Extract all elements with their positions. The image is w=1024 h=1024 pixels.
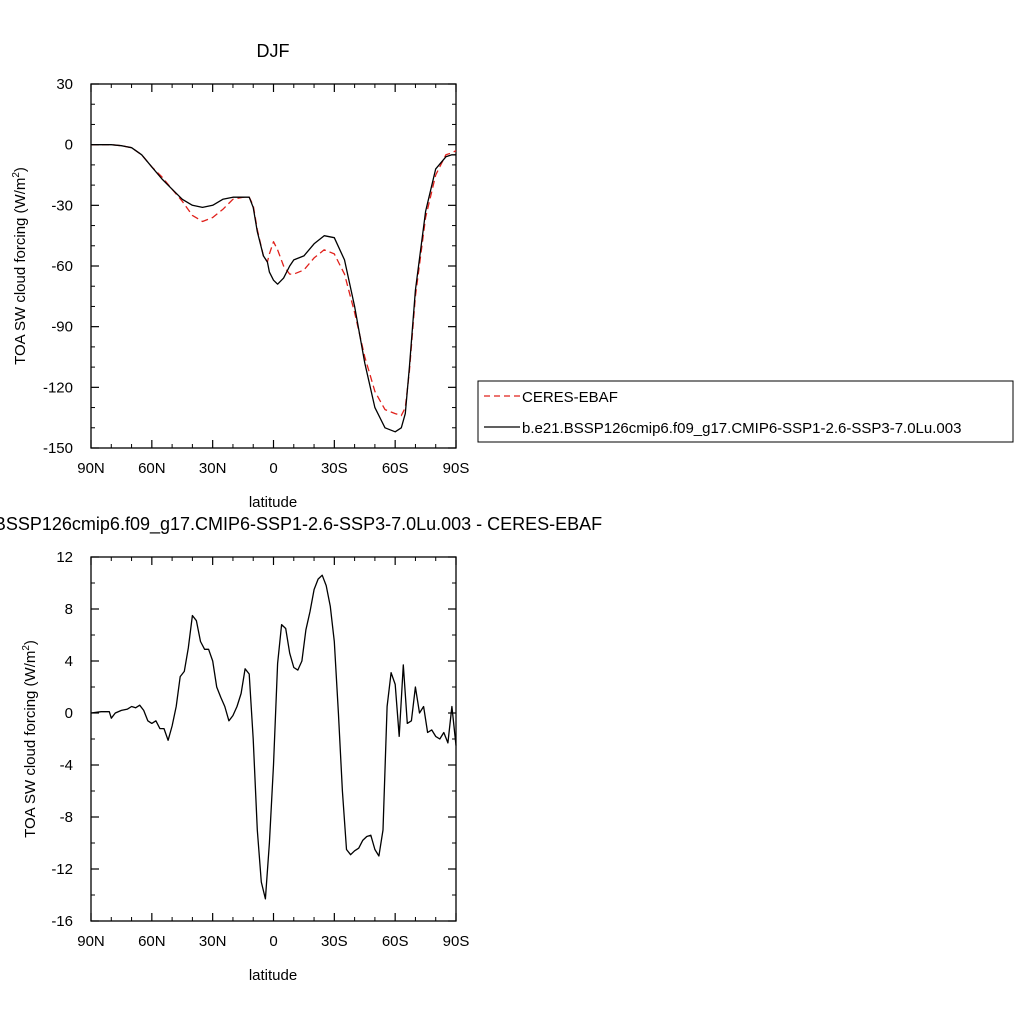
top-ytick-label: 0 (65, 137, 73, 154)
top-xtick-label: 60S (382, 460, 409, 477)
bottom-series-line-model (90, 574, 457, 900)
top-xtick-label: 60N (138, 460, 166, 477)
bottom-ytick-label: 0 (65, 705, 73, 722)
bottom-panel-title: b.e21.BSSP126cmip6.f09_g17.CMIP6-SSP1-2.… (0, 514, 602, 535)
bottom-ytick-label: 8 (65, 601, 73, 618)
top-y-axis: 30 0 -30 -60 -90 -120 -150 (43, 76, 456, 457)
top-xtick-label: 30S (321, 460, 348, 477)
top-xtick-label: 0 (269, 460, 277, 477)
legend-model-label: b.e21.BSSP126cmip6.f09_g17.CMIP6-SSP1-2.… (522, 420, 961, 437)
top-y-axis-label: TOA SW cloud forcing (W/m2) (11, 167, 29, 365)
top-xtick-label: 30N (199, 460, 227, 477)
legend-box (477, 380, 1014, 443)
bottom-x-axis-label: latitude (249, 967, 297, 984)
bottom-ytick-label: -12 (51, 861, 73, 878)
top-xtick-label: 90N (77, 460, 105, 477)
top-xtick-label: 90S (443, 460, 470, 477)
top-ytick-label: -150 (43, 440, 73, 457)
bottom-xtick-label: 90N (77, 933, 105, 950)
bottom-x-axis: 90N 60N 30N 0 30S 60S 90S (77, 557, 469, 950)
bottom-xtick-label: 60N (138, 933, 166, 950)
top-series-line-model (91, 144, 456, 433)
bottom-xtick-label: 30S (321, 933, 348, 950)
top-ytick-label: -90 (51, 319, 73, 336)
top-x-axis: 90N 60N 30N 0 30S 60S 90S (77, 84, 469, 477)
top-plot-lines (91, 144, 457, 433)
bottom-ytick-label: -16 (51, 913, 73, 930)
bottom-xtick-label: 30N (199, 933, 227, 950)
bottom-ytick-label: 4 (65, 653, 73, 670)
bottom-xtick-label: 60S (382, 933, 409, 950)
bottom-xtick-label: 0 (269, 933, 277, 950)
bottom-y-axis-label: TOA SW cloud forcing (W/m2) (21, 640, 39, 838)
bottom-panel: b.e21.BSSP126cmip6.f09_g17.CMIP6-SSP1-2.… (0, 514, 602, 984)
bottom-ytick-label: -4 (60, 757, 73, 774)
bottom-ytick-label: -8 (60, 809, 73, 826)
top-x-axis-label: latitude (249, 494, 297, 511)
top-ytick-label: -30 (51, 197, 73, 214)
bottom-xtick-label: 90S (443, 933, 470, 950)
top-panel: DJF 30 0 -30 -60 -90 -120 -150 90N 60N 30N 0 30S 60… (11, 41, 469, 511)
legend-ceres-label: CERES-EBAF (522, 389, 618, 406)
legend: CERES-EBAF b.e21.BSSP126cmip6.f09_g17.CM… (477, 380, 1014, 443)
top-ytick-label: -60 (51, 258, 73, 275)
top-ytick-label: 30 (56, 76, 73, 93)
top-series-line-ceres (91, 144, 457, 417)
top-panel-title: DJF (257, 41, 290, 61)
bottom-ytick-label: 12 (56, 549, 73, 566)
bottom-plot-lines (90, 574, 457, 900)
top-ytick-label: -120 (43, 379, 73, 396)
